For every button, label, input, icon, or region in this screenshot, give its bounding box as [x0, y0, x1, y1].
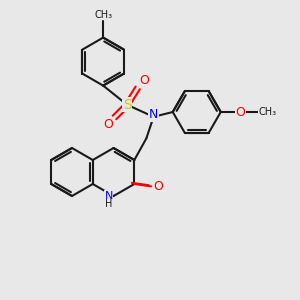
Text: H: H: [105, 199, 112, 209]
Text: O: O: [103, 118, 113, 131]
Text: O: O: [153, 180, 163, 193]
Text: O: O: [235, 106, 245, 118]
Text: CH₃: CH₃: [94, 10, 112, 20]
Text: S: S: [123, 98, 131, 112]
Text: N: N: [149, 108, 158, 121]
Text: CH₃: CH₃: [259, 107, 277, 117]
Text: N: N: [104, 191, 113, 201]
Text: O: O: [139, 74, 149, 87]
